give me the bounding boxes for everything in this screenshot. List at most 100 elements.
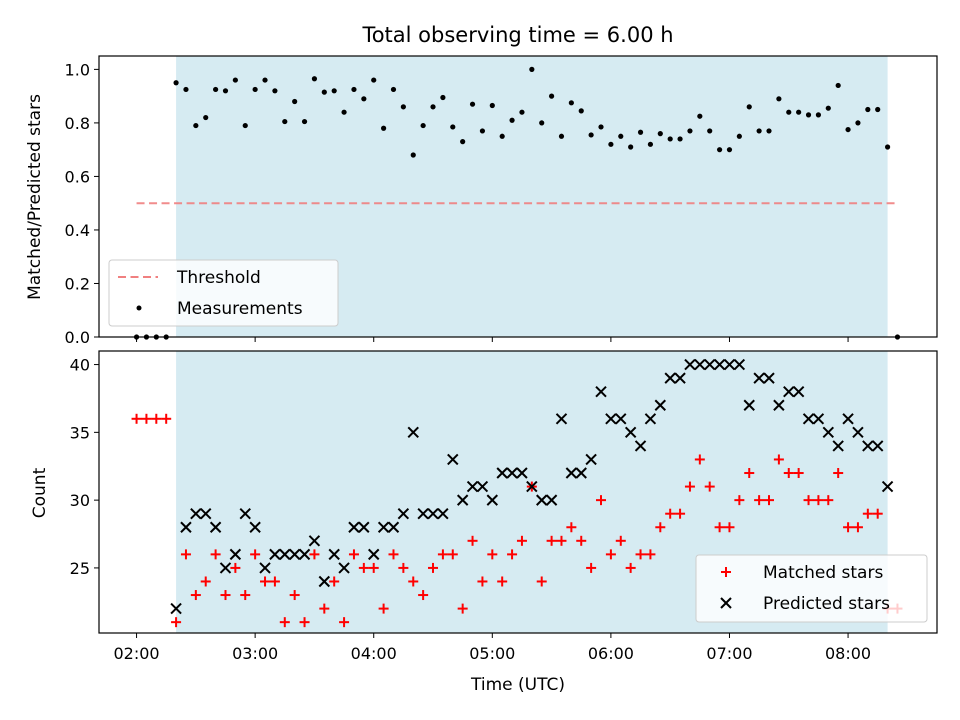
predicted-star-marker <box>526 480 538 493</box>
matched-star-marker <box>516 535 527 546</box>
matched-star-marker <box>210 549 221 560</box>
matched-star-marker <box>764 495 775 506</box>
matched-star-marker <box>388 549 399 560</box>
measurement-point <box>479 128 486 134</box>
measurement-point <box>203 114 209 121</box>
predicted-star-marker <box>664 372 676 384</box>
matched-star-marker <box>368 562 379 573</box>
matched-star-marker <box>694 454 705 465</box>
measurement-point <box>736 133 742 139</box>
measurement-point <box>213 86 219 93</box>
predicted-star-marker <box>615 413 627 425</box>
matched-star-marker <box>279 617 290 628</box>
measurement-point <box>529 66 535 72</box>
count-y-tick-label: 25 <box>70 559 90 578</box>
predicted-star-marker <box>318 575 331 588</box>
count-legend: Matched stars Predicted stars <box>695 554 928 623</box>
predicted-legend-marker <box>720 597 732 609</box>
matched-star-marker <box>358 562 369 573</box>
predicted-star-marker <box>466 480 479 493</box>
measurement-point <box>746 104 752 110</box>
matched-star-marker <box>408 576 419 587</box>
measurement-point <box>835 82 841 89</box>
matched-star-marker <box>625 562 636 573</box>
predicted-star-marker <box>190 507 202 520</box>
ratio-y-tick-label: 0.4 <box>65 221 90 240</box>
measurement-point <box>628 144 634 150</box>
matched-star-marker <box>645 549 656 560</box>
measurement-point <box>381 125 387 131</box>
measurement-point <box>371 77 377 83</box>
ratio-panel: 0.0 0.2 0.4 0.6 0.8 1.0 Matched/Predicted sta… <box>25 55 938 347</box>
matched-star-marker <box>190 590 201 601</box>
measurement-point <box>460 139 466 145</box>
measurement-point <box>568 100 574 106</box>
predicted-star-marker <box>209 521 222 533</box>
predicted-star-marker <box>328 548 340 561</box>
matched-star-marker <box>536 576 547 587</box>
measurement-point <box>183 86 189 93</box>
predicted-star-marker <box>536 494 548 506</box>
matched-star-marker <box>724 522 735 533</box>
predicted-star-marker <box>298 548 311 561</box>
matched-star-marker <box>161 413 172 424</box>
matched-star-marker <box>151 413 162 424</box>
measurement-point <box>311 76 318 82</box>
measurement-point <box>598 124 604 130</box>
measurement-point <box>400 104 406 110</box>
ratio-y-axis-label: Matched/Predicted stars <box>25 94 45 300</box>
predicted-star-marker <box>713 358 726 371</box>
measurement-point <box>252 86 258 93</box>
count-y-tick-label: 30 <box>70 491 90 510</box>
predicted-star-marker <box>881 480 894 493</box>
matched-star-marker <box>141 413 152 424</box>
measurement-points <box>133 66 901 340</box>
matched-star-marker <box>299 617 310 628</box>
matched-star-marker <box>457 603 468 614</box>
predicted-star-marker <box>812 413 825 425</box>
matched-star-marker <box>744 468 755 479</box>
time-x-tick-label: 08:00 <box>825 644 871 663</box>
threshold-legend-label: Threshold <box>176 268 261 288</box>
ratio-y-tick-label: 0.6 <box>65 167 90 186</box>
predicted-star-marker <box>743 399 755 411</box>
predicted-star-marker <box>852 426 864 439</box>
measurement-point <box>430 104 436 110</box>
time-x-tick-label: 06:00 <box>588 644 634 663</box>
measurements-legend-label: Measurements <box>177 299 303 319</box>
predicted-star-marker <box>624 426 637 439</box>
matched-star-marker <box>289 590 300 601</box>
measurement-point <box>242 122 248 129</box>
measurement-point <box>519 109 525 115</box>
matched-star-marker <box>250 549 261 560</box>
measurement-point <box>875 106 881 113</box>
predicted-star-marker <box>358 521 370 533</box>
matched-star-marker <box>665 508 676 519</box>
predicted-star-marker <box>585 453 597 466</box>
ratio-y-tick-label: 0.0 <box>65 328 90 347</box>
ratio-y-tick-label: 1.0 <box>65 60 90 79</box>
predicted-star-marker <box>634 440 647 452</box>
matched-star-marker <box>447 549 458 560</box>
matched-star-marker <box>635 549 646 560</box>
predicted-star-marker <box>516 467 528 479</box>
measurement-point <box>677 136 683 142</box>
time-x-tick-label: 07:00 <box>706 644 752 663</box>
measurement-point <box>796 109 802 115</box>
matched-star-marker <box>378 603 389 614</box>
measurement-point <box>667 136 673 142</box>
measurement-point <box>222 88 229 94</box>
measurement-point <box>361 96 367 102</box>
predicted-legend-label: Predicted stars <box>763 594 890 614</box>
matched-star-marker <box>418 590 429 601</box>
measurement-point <box>637 129 644 135</box>
measurement-point <box>193 122 199 129</box>
measurement-point <box>301 118 308 125</box>
predicted-star-marker <box>565 467 578 479</box>
matched-star-marker <box>507 549 518 560</box>
matched-star-marker <box>269 576 280 587</box>
matched-star-marker <box>319 603 330 614</box>
matched-star-marker <box>615 535 626 546</box>
